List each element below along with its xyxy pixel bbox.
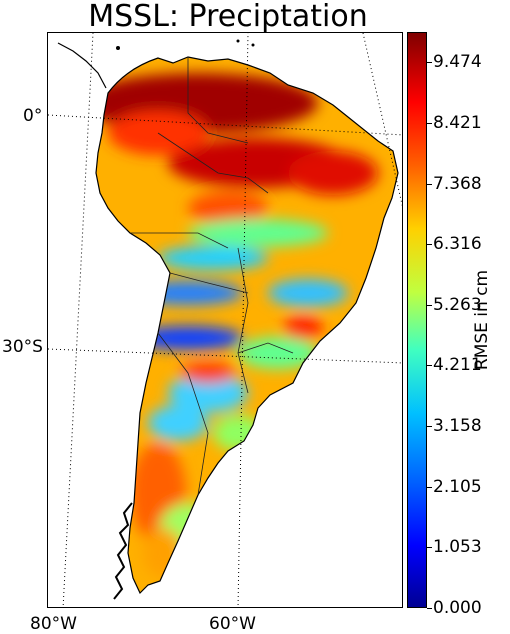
- colorbar-tick: [427, 62, 432, 63]
- map-panel: [47, 32, 403, 608]
- colorbar-tick: [427, 123, 432, 124]
- colorbar-tick: [427, 547, 432, 548]
- island: [251, 43, 255, 47]
- central-america-coast: [57, 42, 107, 89]
- colorbar: [407, 32, 427, 608]
- colorbar-tick: [427, 184, 432, 185]
- colorbar-tick: [427, 426, 432, 427]
- colorbar-tick-label: 9.474: [433, 52, 482, 72]
- lon-label-80w: 80°W: [30, 614, 77, 634]
- graticule: [48, 33, 402, 607]
- colorbar-tick: [427, 305, 432, 306]
- colorbar-tick: [427, 365, 432, 366]
- colorbar-gradient: [408, 33, 426, 607]
- island: [236, 39, 240, 43]
- chile-fjord-coast: [113, 502, 133, 600]
- colorbar-tick-label: 5.263: [433, 295, 482, 315]
- colorbar-tick: [427, 487, 432, 488]
- coastline: [95, 56, 399, 595]
- colorbar-tick-label: 6.316: [433, 234, 482, 254]
- island: [116, 46, 120, 50]
- colorbar-tick-label: 0.000: [433, 598, 482, 618]
- colorbar-tick: [427, 608, 432, 609]
- lon-label-60w: 60°W: [209, 614, 256, 634]
- lat-label-0: 0°: [23, 106, 43, 126]
- colorbar-tick-label: 3.158: [433, 416, 482, 436]
- colorbar-title: RMSE in cm: [472, 269, 492, 371]
- colorbar-tick-label: 8.421: [433, 113, 482, 133]
- colorbar-tick: [427, 244, 432, 245]
- colorbar-tick-label: 7.368: [433, 174, 482, 194]
- map-title: MSSL: Preciptation: [88, 0, 368, 34]
- country-borders: [130, 57, 294, 496]
- precipitation-field: [96, 57, 398, 593]
- colorbar-tick-label: 1.053: [433, 537, 482, 557]
- lat-label-30s: 30°S: [2, 337, 43, 357]
- precipitation-map: [48, 33, 402, 607]
- colorbar-tick-label: 4.211: [433, 355, 482, 375]
- colorbar-tick-label: 2.105: [433, 477, 482, 497]
